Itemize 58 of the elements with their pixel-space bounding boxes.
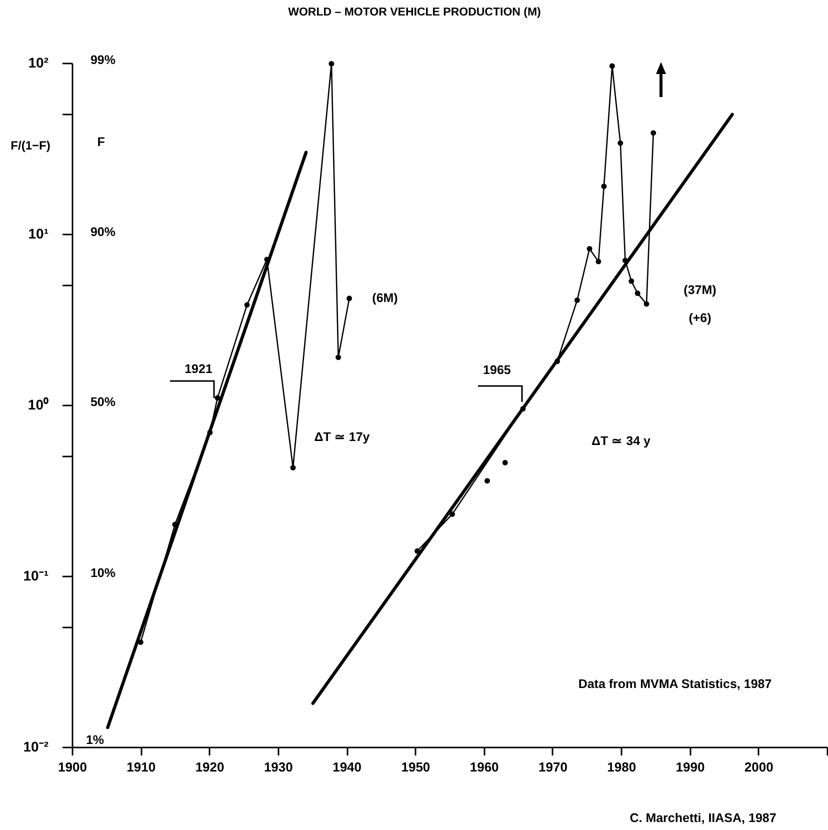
annotation: 10% [90,566,116,580]
point [244,302,250,308]
x-tick-label: 1940 [332,760,362,774]
text: C. Marchetti, IIASA, 1987 [630,811,776,825]
point [622,258,628,264]
point [650,130,656,136]
annotation: 1% [86,733,104,747]
annotation: 99% [90,53,116,67]
y-tick-label: 10⁻¹ [23,568,49,584]
annotation: (+6) [688,311,712,325]
x-tick-label: 1930 [264,760,293,774]
x-tick-label: 1920 [195,760,224,774]
annotation: 1965 [483,362,511,377]
point [609,63,615,69]
x-tick-label: 1950 [401,760,430,774]
x-tick-label: 1990 [676,760,705,774]
x-tick-label: 1910 [126,760,156,774]
x-tick-label: 1960 [470,760,499,774]
y-tick-label: 10¹ [28,226,49,242]
x-tick-label: 1980 [607,760,636,774]
x-tick-label: 1970 [538,760,568,774]
point [644,301,650,307]
point [586,246,592,252]
point [138,639,144,645]
point [214,395,220,401]
point [450,511,455,517]
point [601,184,607,190]
point [484,478,490,484]
point [574,297,580,303]
annotation: ΔT ≃ 34 y [592,434,650,448]
annotation: Data from MVMA Statistics, 1987 [578,677,772,691]
chart-title: WORLD – MOTOR VEHICLE PRODUCTION (M) [288,6,542,18]
x-tick-label: 2000 [744,760,774,774]
point [554,358,560,364]
point [336,354,342,360]
annotation: 50% [90,395,116,409]
y-axis-title: F/(1−F) [10,138,50,152]
point [290,464,296,470]
point [520,406,526,412]
point [596,258,602,264]
point [346,296,352,302]
annotation: ΔT ≃ 17y [314,430,370,444]
annotation: F [97,135,106,149]
point [634,290,640,296]
annotation: (6M) [372,291,398,305]
annotation: (37M) [684,283,716,297]
x-tick-label: 1900 [58,760,87,774]
point [207,430,213,436]
annotation: 1921 [184,362,212,376]
y-tick-label: 10² [28,54,49,70]
point [328,61,334,66]
point [502,460,508,466]
point [414,548,420,554]
y-tick-label: 10⁻² [23,738,49,754]
y-tick-label: 10⁰ [28,396,48,412]
annotation: 90% [90,225,116,239]
point [618,140,624,146]
point [628,278,634,284]
